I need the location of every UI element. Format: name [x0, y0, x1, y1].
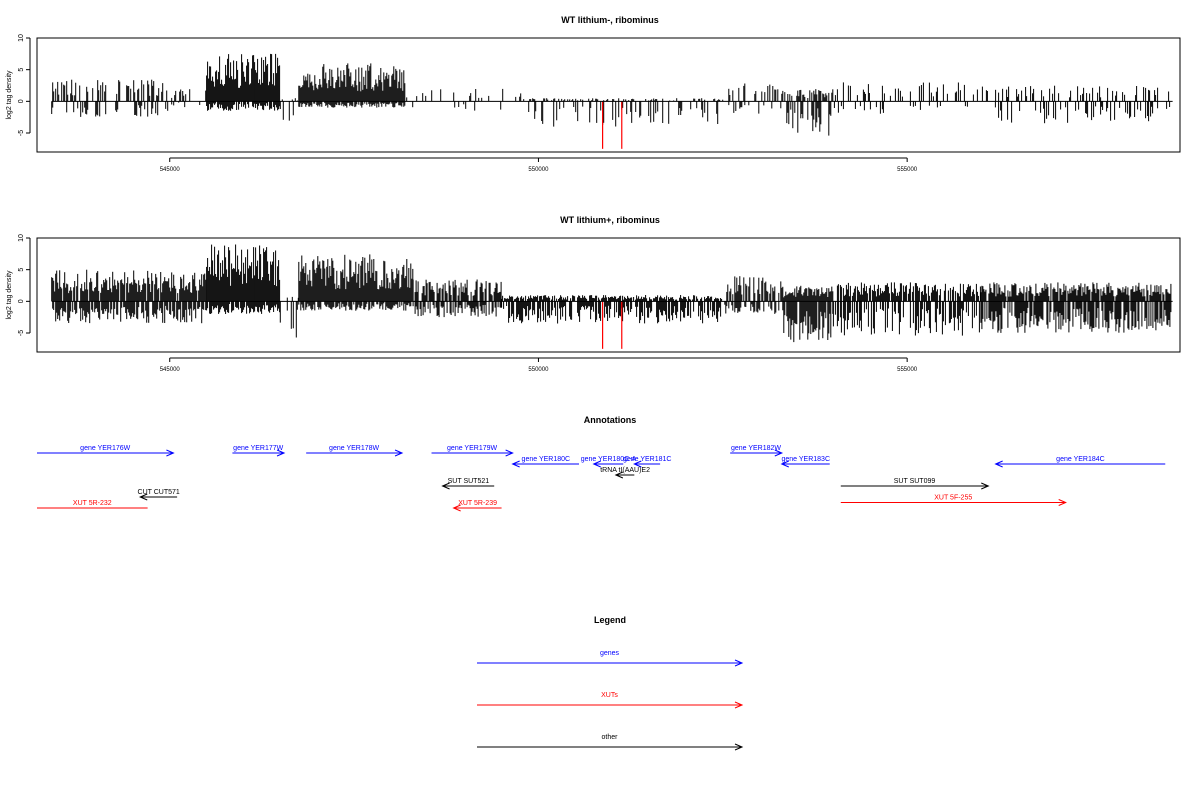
x-tick-label: 555000 — [897, 167, 918, 173]
feature-label: tRNA tI(AAU)E2 — [600, 467, 650, 474]
y-tick-label: -5 — [18, 130, 25, 136]
arrow-head-icon — [511, 460, 520, 468]
feature-label: XUT 5R-239 — [458, 500, 497, 507]
y-axis-label: log2 tag density — [6, 70, 13, 120]
panel-title: WT lithium-, ribominus — [561, 15, 659, 25]
feature-label: gene YER183C — [781, 456, 830, 463]
arrow-head-icon — [734, 659, 744, 667]
y-tick-label: 0 — [18, 99, 25, 103]
plot-frame — [36, 37, 1181, 153]
feature-gene-yer179w: gene YER179W — [431, 445, 514, 457]
legend-label: XUTs — [601, 692, 618, 699]
arrow-head-icon — [505, 449, 514, 457]
y-tick-label: 5 — [18, 268, 25, 272]
feature-label: SUT SUT099 — [894, 478, 936, 485]
legend-label: genes — [600, 650, 620, 657]
feature-sut-sut521: SUT SUT521 — [441, 478, 495, 490]
arrow-head-icon — [276, 449, 286, 457]
bar-series — [51, 244, 1172, 349]
feature-label: gene YER182W — [731, 445, 781, 452]
x-axis: 545000 550000 555000 — [160, 157, 918, 173]
feature-gene-yer181c: gene YER181C — [623, 456, 672, 468]
panel-title: WT lithium+, ribominus — [560, 215, 660, 225]
feature-label: XUT 5R-232 — [73, 500, 112, 507]
feature-label: gene YER179W — [447, 445, 497, 452]
arrow-head-icon — [166, 449, 175, 457]
legend-item-genes: genes — [477, 650, 744, 667]
feature-label: CUT CUT571 — [138, 489, 180, 496]
feature-xut-5r-239: XUT 5R-239 — [452, 500, 502, 512]
feature-gene-yer184c: gene YER184C — [994, 456, 1166, 468]
feature-trna-ti-aau-e2: tRNA tI(AAU)E2 — [600, 467, 650, 479]
arrow-head-icon — [1058, 499, 1067, 506]
x-tick-label: 550000 — [528, 367, 549, 373]
y-axis: -5 0 5 10 — [18, 34, 31, 136]
y-axis-label: log2 tag density — [6, 270, 13, 320]
legend-item-other: other — [477, 734, 744, 751]
arrow-head-icon — [780, 460, 789, 468]
feature-label: gene YER177W — [233, 445, 283, 452]
feature-list: gene YER176W gene YER177W gene YER178W gene… — [37, 445, 1166, 512]
legend-item-xuts: XUTs — [477, 692, 744, 709]
feature-sut-sut099: SUT SUT099 — [840, 478, 990, 490]
feature-label: gene YER178W — [329, 445, 379, 452]
x-tick-label: 545000 — [160, 367, 181, 373]
y-tick-label: 0 — [18, 299, 25, 303]
arrow-head-icon — [981, 482, 990, 490]
y-tick-label: 5 — [18, 68, 25, 72]
feature-label: XUT 5F-255 — [934, 495, 972, 502]
feature-gene-yer177w: gene YER177W — [232, 445, 286, 457]
feature-label: gene YER180C — [522, 456, 571, 463]
arrow-head-icon — [441, 482, 450, 490]
feature-gene-yer180c: gene YER180C — [511, 456, 580, 468]
y-axis: -5 0 5 10 — [18, 234, 31, 336]
legend: Legend genes XUTs other — [477, 615, 744, 751]
feature-gene-yer183c: gene YER183C — [780, 456, 830, 468]
x-tick-label: 545000 — [160, 167, 181, 173]
arrow-head-icon — [774, 449, 784, 457]
feature-gene-yer180c-a: gene YER180C-A — [581, 456, 637, 468]
arrow-head-icon — [592, 460, 601, 468]
y-tick-label: 10 — [18, 234, 25, 242]
legend-label: other — [602, 734, 619, 741]
feature-cut-cut571: CUT CUT571 — [138, 489, 180, 501]
legend-items: genes XUTs other — [477, 650, 744, 751]
feature-gene-yer182w: gene YER182W — [730, 445, 784, 457]
arrow-head-icon — [734, 743, 744, 751]
feature-xut-5r-232: XUT 5R-232 — [37, 500, 148, 509]
feature-label: gene YER181C — [623, 456, 672, 463]
y-tick-label: 10 — [18, 34, 25, 42]
annotations-track: Annotations gene YER176W gene YER177W gene… — [37, 415, 1166, 512]
plot-frame — [36, 237, 1181, 353]
feature-label: gene YER176W — [80, 445, 130, 452]
x-axis: 545000 550000 555000 — [160, 357, 918, 373]
arrow-head-icon — [734, 701, 744, 709]
feature-label: gene YER180C-A — [581, 456, 637, 463]
arrow-head-icon — [633, 460, 642, 468]
density-panel-lithium-minus: WT lithium-, ribominus log2 tag density … — [6, 15, 1181, 173]
annotations-title: Annotations — [584, 415, 637, 425]
bar-series — [51, 53, 1171, 149]
feature-xut-5f-255: XUT 5F-255 — [840, 495, 1067, 506]
x-tick-label: 555000 — [897, 367, 918, 373]
arrow-head-icon — [994, 460, 1003, 468]
feature-label: SUT SUT521 — [448, 478, 490, 485]
feature-label: gene YER184C — [1056, 456, 1105, 463]
density-panel-lithium-plus: WT lithium+, ribominus log2 tag density … — [6, 215, 1181, 373]
arrow-head-icon — [138, 493, 148, 501]
feature-gene-yer178w: gene YER178W — [306, 445, 404, 457]
x-tick-label: 550000 — [528, 167, 549, 173]
feature-gene-yer176w: gene YER176W — [37, 445, 175, 457]
legend-title: Legend — [594, 615, 626, 625]
arrow-head-icon — [614, 471, 624, 479]
arrow-head-icon — [452, 504, 461, 512]
y-tick-label: -5 — [18, 330, 25, 336]
arrow-head-icon — [394, 449, 404, 457]
